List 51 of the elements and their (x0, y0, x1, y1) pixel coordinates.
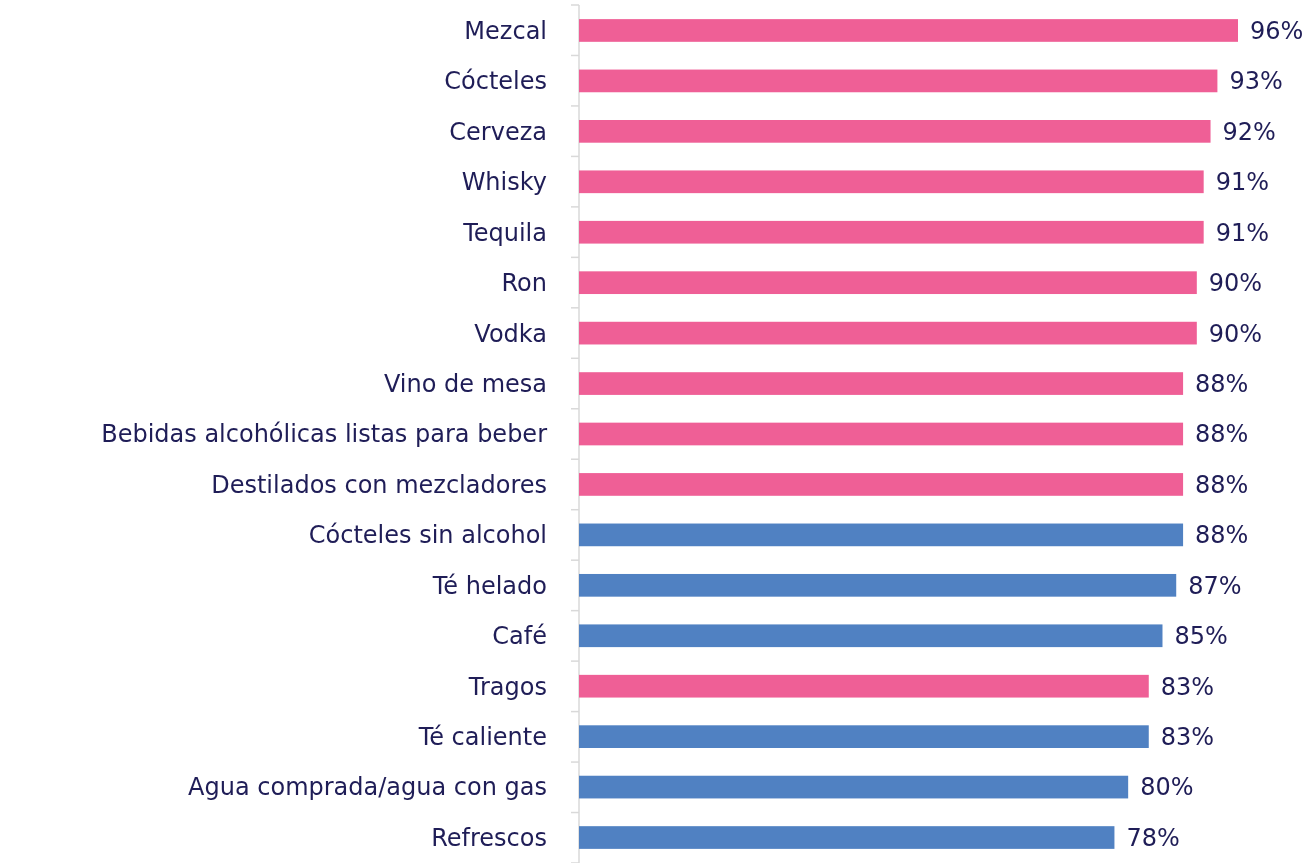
data-label: 83% (1160, 723, 1215, 752)
bar (579, 624, 1163, 648)
data-label: 93% (1229, 67, 1283, 96)
y-tick-label: Bebidas alcohólicas listas para beber (101, 420, 548, 449)
data-label: 88% (1195, 521, 1249, 550)
y-tick-label: Whisky (461, 168, 547, 197)
y-tick-label: Cerveza (449, 117, 547, 146)
data-label: 90% (1208, 319, 1263, 348)
data-label: 88% (1195, 420, 1249, 449)
data-label: 88% (1195, 369, 1249, 398)
bar (579, 19, 1238, 42)
bar (579, 120, 1211, 143)
data-label: 90% (1208, 269, 1263, 298)
bar (579, 271, 1197, 295)
bar (579, 775, 1129, 799)
bar (579, 826, 1115, 849)
y-tick-label: Té caliente (417, 723, 547, 752)
bar (579, 725, 1149, 748)
y-tick-label: Vodka (474, 319, 547, 348)
data-label: 91% (1215, 218, 1270, 247)
y-tick-label: Tequila (462, 218, 547, 247)
bar (579, 220, 1204, 244)
data-label: 91% (1215, 168, 1270, 197)
data-label: 80% (1140, 773, 1194, 802)
y-tick-label: Té helado (431, 571, 547, 600)
data-label: 85% (1174, 622, 1228, 651)
y-tick-label: Tragos (467, 672, 547, 701)
y-tick-label: Café (492, 622, 547, 651)
y-tick-label: Agua comprada/agua con gas (188, 773, 547, 802)
data-label: 88% (1195, 470, 1249, 499)
data-label: 87% (1188, 571, 1242, 600)
bar (579, 473, 1184, 496)
data-label: 78% (1126, 823, 1180, 852)
bar (579, 321, 1197, 345)
bar (579, 573, 1177, 597)
y-tick-label: Refrescos (431, 823, 547, 852)
bar (579, 170, 1204, 194)
data-label: 83% (1160, 672, 1215, 701)
bar (579, 674, 1149, 698)
bar (579, 69, 1218, 93)
y-tick-label: Destilados con mezcladores (211, 470, 547, 499)
y-tick-label: Cócteles sin alcohol (308, 521, 547, 550)
data-label: 96% (1250, 16, 1304, 45)
y-tick-label: Ron (501, 269, 547, 298)
y-tick-label: Cócteles (444, 67, 547, 96)
bar (579, 422, 1184, 446)
y-tick-label: Mezcal (464, 16, 547, 45)
y-tick-label: Vino de mesa (383, 369, 547, 398)
bar (579, 372, 1184, 395)
bar (579, 523, 1184, 547)
data-label: 92% (1222, 117, 1276, 146)
